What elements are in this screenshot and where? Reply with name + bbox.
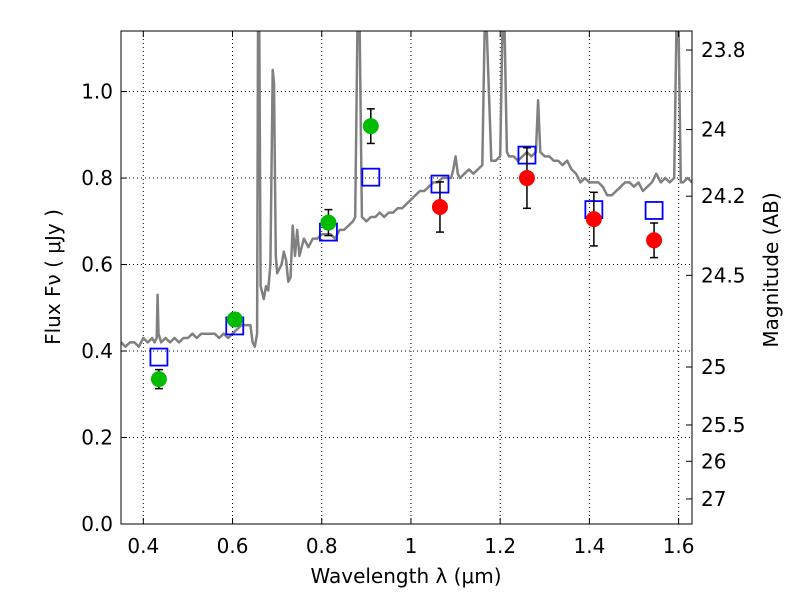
optical-photometry-point: [226, 311, 243, 328]
y2-tick-label: 25.5: [701, 413, 746, 437]
x-tick-label: 1: [405, 534, 418, 558]
y-tick-label: 0.8: [81, 166, 113, 190]
y-tick-label: 1.0: [81, 80, 113, 104]
plot-frame: [120, 30, 693, 525]
nir-photometry-point: [518, 170, 535, 187]
model-photometry-square: [361, 167, 381, 187]
x-tick-label: 0.8: [306, 534, 338, 558]
y2-tick-label: 23.8: [701, 38, 746, 62]
y-axis-label: Flux Fν ( μJy ): [41, 209, 65, 345]
y2-tick-label: 26: [701, 449, 726, 473]
x-tick-label: 0.4: [127, 534, 159, 558]
markers-layer: [149, 108, 664, 390]
tick-marks: [121, 31, 692, 525]
y2-tick-label: 25: [701, 355, 726, 379]
x-axis-label: Wavelength λ (μm): [310, 564, 501, 588]
y2-axis-label: Magnitude (AB): [759, 192, 783, 347]
y2-tick-label: 24.5: [701, 263, 746, 287]
y-tick-label: 0.0: [81, 512, 113, 536]
nir-photometry-point: [431, 199, 448, 216]
x-tick-label: 1.6: [663, 534, 695, 558]
spectrum-layer: [121, 31, 692, 348]
y2-tick-label: 24: [701, 118, 726, 142]
y2-tick-label: 27: [701, 487, 726, 511]
nir-photometry-point: [585, 211, 602, 228]
y-tick-label: 0.6: [81, 253, 113, 277]
x-tick-label: 1.4: [573, 534, 605, 558]
grid-lines: [121, 31, 692, 525]
y-tick-label: 0.4: [81, 339, 113, 363]
optical-photometry-point: [362, 118, 379, 135]
model-photometry-square: [644, 201, 664, 220]
tick-labels: 0.4 0.6 0.8 1 1.2 1.4 1.6 0.0 0.2 0.4 0.6 0.8 1.0 23.…: [81, 38, 745, 558]
optical-photometry-point: [150, 371, 167, 388]
y-tick-label: 0.2: [81, 426, 113, 450]
x-tick-label: 0.6: [217, 534, 249, 558]
optical-photometry-point: [320, 214, 337, 231]
y2-tick-label: 24.2: [701, 184, 746, 208]
x-tick-label: 1.2: [484, 534, 516, 558]
plot-area: [121, 31, 692, 390]
model-photometry-square: [149, 347, 169, 367]
spectrum-line: [121, 31, 692, 348]
nir-photometry-point: [646, 232, 663, 249]
